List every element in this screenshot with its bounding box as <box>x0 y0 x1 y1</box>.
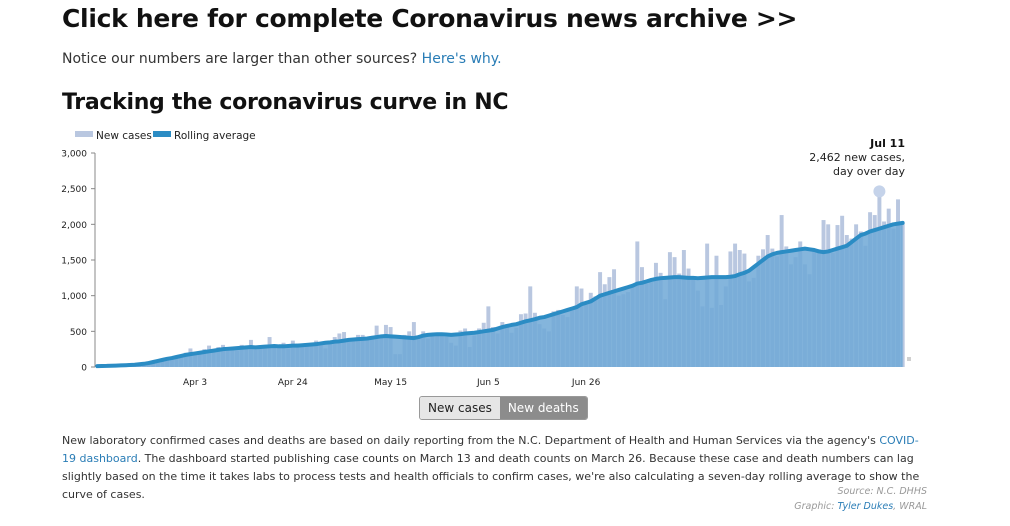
y-tick-label: 3,000 <box>61 150 87 160</box>
archive-link[interactable]: Click here for complete Coronavirus news… <box>62 4 798 33</box>
tooltip-date: Jul 11 <box>869 137 905 150</box>
description: New laboratory confirmed cases and death… <box>62 432 932 504</box>
new-cases-toggle-button[interactable]: New cases <box>420 397 500 419</box>
legend: New cases Rolling average <box>75 130 256 142</box>
y-axis: 0 500 1,000 1,500 2,000 2,500 3,000 <box>61 150 96 374</box>
source-credit: Source: N.C. DHHS <box>837 486 928 497</box>
graphic-credit: Graphic: Tyler Dukes, WRAL <box>794 501 927 512</box>
tooltip: Jul 11 2,462 new cases, day over day <box>809 137 905 198</box>
y-tick-label: 2,000 <box>61 221 87 231</box>
description-text-2: . The dashboard started publishing case … <box>62 452 920 501</box>
rolling-average-line <box>95 220 905 369</box>
y-tick-label: 500 <box>70 328 87 338</box>
rolling-average-area <box>97 222 903 367</box>
legend-label-rolling-average: Rolling average <box>174 130 256 142</box>
new-cases-bar <box>900 224 905 367</box>
y-tick-label: 1,000 <box>61 292 87 302</box>
x-tick-label: Jun 26 <box>571 378 601 388</box>
notice-text: Notice our numbers are larger than other… <box>62 51 502 67</box>
x-tick-label: May 15 <box>374 378 407 388</box>
legend-swatch-new-cases <box>75 131 93 137</box>
x-tick-label: Jun 5 <box>476 378 500 388</box>
x-tick-label: Apr 24 <box>278 378 308 388</box>
graphic-author-link[interactable]: Tyler Dukes <box>837 501 894 512</box>
tooltip-line2: day over day <box>833 165 905 178</box>
x-axis: Apr 3 Apr 24 May 15 Jun 5 Jun 26 <box>183 378 601 388</box>
x-tick-label: Apr 3 <box>183 378 207 388</box>
y-tick-label: 0 <box>81 364 87 374</box>
description-text-1: New laboratory confirmed cases and death… <box>62 434 880 447</box>
tooltip-line1: 2,462 new cases, <box>809 151 905 164</box>
chart-title: Tracking the coronavirus curve in NC <box>62 90 509 115</box>
graphic-credit-prefix: Graphic: <box>794 501 838 512</box>
notice-label: Notice our numbers are larger than other… <box>62 51 418 67</box>
legend-swatch-rolling-average <box>153 131 171 137</box>
chart-edge-marker <box>907 357 911 361</box>
y-tick-label: 1,500 <box>61 257 87 267</box>
new-deaths-toggle-button[interactable]: New deaths <box>499 397 587 419</box>
heres-why-link[interactable]: Here's why. <box>421 51 502 67</box>
covid-dashboard-link[interactable]: COVID-19 dashboard <box>62 434 919 465</box>
legend-label-new-cases: New cases <box>96 130 152 142</box>
highlight-dot <box>873 185 886 198</box>
y-tick-label: 2,500 <box>61 185 87 195</box>
graphic-credit-org: , WRAL <box>893 501 927 512</box>
cases-chart: New cases Rolling average 0 500 1,000 1,500… <box>61 130 911 388</box>
metric-toggle: New cases New deaths <box>419 396 588 420</box>
